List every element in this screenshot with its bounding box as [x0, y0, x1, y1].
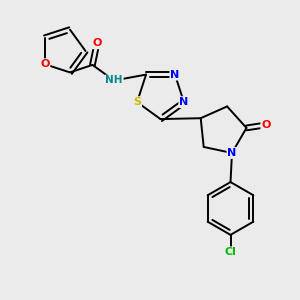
Text: N: N: [170, 70, 180, 80]
Text: S: S: [133, 97, 141, 107]
Text: Cl: Cl: [225, 247, 236, 257]
Text: NH: NH: [105, 76, 123, 85]
Text: O: O: [92, 38, 102, 48]
Text: N: N: [179, 97, 188, 107]
Text: N: N: [227, 148, 237, 158]
Text: O: O: [40, 59, 50, 69]
Text: O: O: [261, 120, 271, 130]
